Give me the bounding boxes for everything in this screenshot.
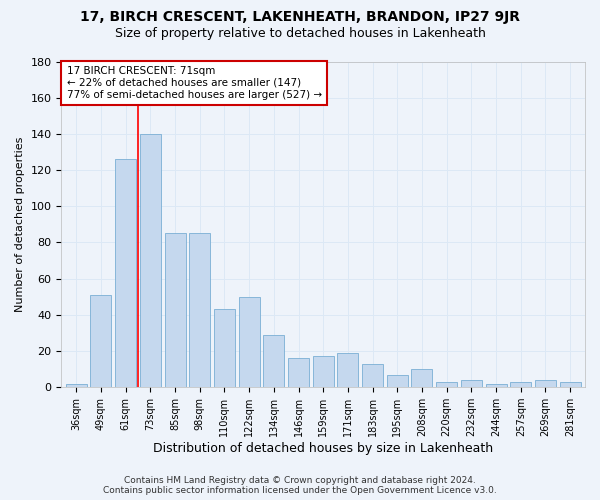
Bar [313,356,334,387]
Text: Contains HM Land Registry data © Crown copyright and database right 2024.
Contai: Contains HM Land Registry data © Crown c… [103,476,497,495]
Text: 17, BIRCH CRESCENT, LAKENHEATH, BRANDON, IP27 9JR: 17, BIRCH CRESCENT, LAKENHEATH, BRANDON,… [80,10,520,24]
Bar [485,384,506,387]
X-axis label: Distribution of detached houses by size in Lakenheath: Distribution of detached houses by size … [153,442,493,455]
Bar [263,334,284,387]
Bar [535,380,556,387]
Bar [510,382,531,387]
Bar [66,384,87,387]
Text: 17 BIRCH CRESCENT: 71sqm
← 22% of detached houses are smaller (147)
77% of semi-: 17 BIRCH CRESCENT: 71sqm ← 22% of detach… [67,66,322,100]
Bar [387,374,408,387]
Bar [115,159,136,387]
Y-axis label: Number of detached properties: Number of detached properties [15,136,25,312]
Bar [362,364,383,387]
Bar [239,296,260,387]
Bar [560,382,581,387]
Bar [412,369,433,387]
Bar [337,353,358,387]
Bar [436,382,457,387]
Bar [288,358,309,387]
Bar [189,234,210,387]
Bar [214,310,235,387]
Bar [140,134,161,387]
Bar [461,380,482,387]
Bar [164,234,185,387]
Text: Size of property relative to detached houses in Lakenheath: Size of property relative to detached ho… [115,28,485,40]
Bar [91,295,112,387]
